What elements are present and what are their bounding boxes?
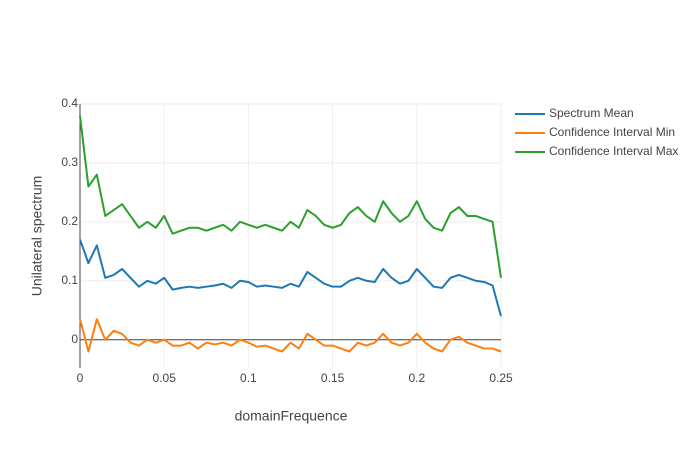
x-tick-label: 0.1 <box>240 371 257 385</box>
y-tick-label: 0.1 <box>61 273 78 287</box>
y-tick-label: 0.4 <box>61 96 78 110</box>
y-tick-label: 0 <box>71 332 78 346</box>
series-line <box>79 239 502 317</box>
x-tick-label: 0.15 <box>321 371 345 385</box>
x-tick-label: 0 <box>77 371 84 385</box>
y-tick-label: 0.2 <box>61 214 78 228</box>
x-tick-label: 0.2 <box>408 371 425 385</box>
y-axis-label: Unilateral spectrum <box>29 176 45 297</box>
legend-label: Confidence Interval Min <box>549 125 675 139</box>
x-tick-label: 0.05 <box>153 371 177 385</box>
legend-label: Spectrum Mean <box>549 106 634 120</box>
series-line <box>79 115 502 278</box>
legend-label: Confidence Interval Max <box>549 144 678 158</box>
x-axis-label: domainFrequence <box>235 408 348 424</box>
x-tick-label: 0.25 <box>489 371 513 385</box>
series-line <box>79 318 502 353</box>
y-tick-label: 0.3 <box>61 155 78 169</box>
